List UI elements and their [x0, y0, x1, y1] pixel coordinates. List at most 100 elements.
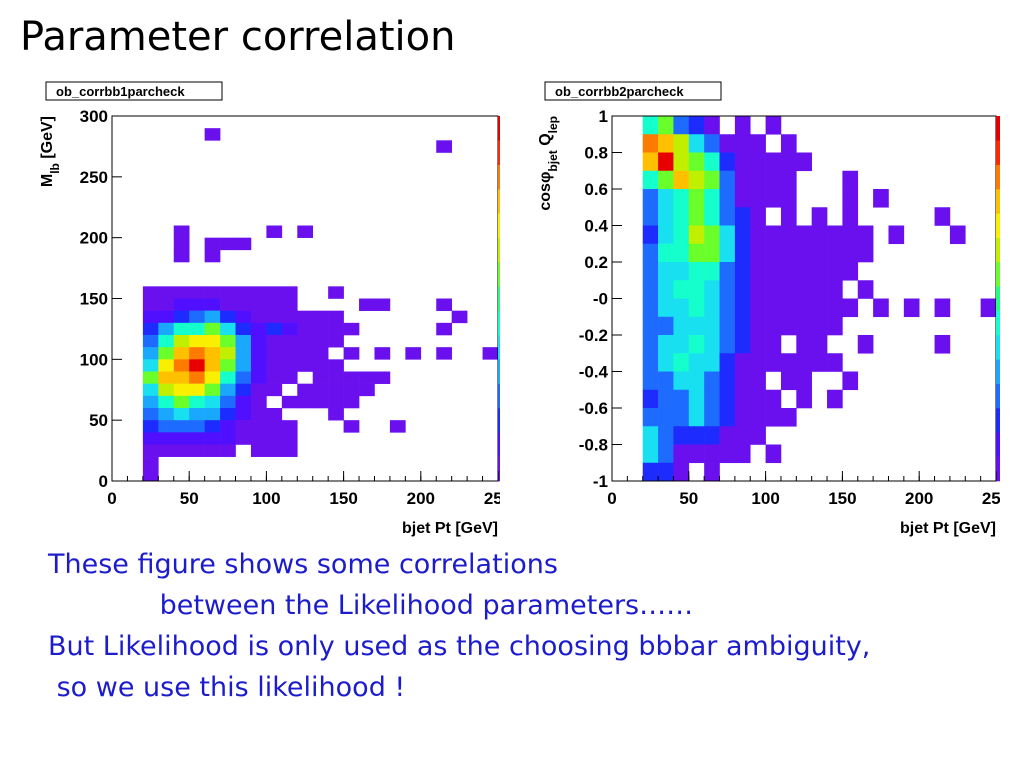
heatmap-cell [704, 316, 720, 336]
heatmap-cell [250, 420, 267, 433]
heatmap-cell [842, 170, 859, 190]
heatmap-cell [780, 353, 797, 372]
heatmap-cell [235, 383, 252, 397]
heatmap-cell [142, 335, 159, 348]
heatmap-cell [328, 371, 344, 384]
heatmap-cell [688, 225, 705, 245]
heatmap-cell [704, 207, 720, 226]
heatmap-cell [734, 408, 751, 427]
plot-name-label: ob_corrbb2parcheck [555, 84, 684, 99]
heatmap-cell [173, 432, 190, 445]
plot-name-box: ob_corrbb1parcheck [45, 81, 223, 101]
heatmap-cell [328, 395, 344, 409]
heatmap-cell [719, 389, 736, 409]
heatmap-cell [173, 249, 190, 263]
heatmap-cell [158, 310, 175, 324]
heatmap-cell [281, 359, 298, 372]
heatmap-cell [436, 322, 452, 336]
heatmap-cell [158, 286, 175, 299]
y-axis-title-part: cosφ [537, 172, 554, 211]
heatmap-cell [281, 395, 298, 409]
heatmap-cell [343, 420, 360, 433]
heatmap-cell [158, 432, 175, 445]
x-tick-label: 50 [679, 489, 698, 508]
heatmap-cell [642, 207, 659, 226]
heatmap-cell [704, 335, 720, 354]
heatmap-cell [658, 152, 674, 172]
heatmap-cell [642, 444, 659, 464]
heatmap-cell [642, 316, 659, 336]
heatmap-cell [281, 432, 298, 445]
heatmap-cell [658, 335, 674, 354]
heatmap-cell [158, 359, 175, 372]
heatmap-cell [297, 383, 314, 397]
heatmap-cell [827, 316, 843, 336]
colorbar-segment [498, 359, 500, 384]
x-tick-label: 150 [828, 489, 856, 508]
y-tick-label: 100 [80, 350, 108, 369]
colorbar-segment [996, 262, 1000, 287]
heatmap-cell [204, 395, 221, 409]
heatmap-cell [673, 243, 690, 263]
heatmap-cell [796, 225, 812, 245]
heatmap-cell [173, 444, 190, 457]
heatmap-cell [266, 335, 283, 348]
x-tick-label: 250 [982, 489, 1000, 508]
colorbar-segment [498, 213, 500, 238]
heatmap-cell [642, 371, 659, 391]
heatmap-cell [142, 371, 159, 384]
y-axis-title-subscript: lb [48, 163, 62, 174]
heatmap-cell [688, 335, 705, 354]
heatmap-cell [734, 298, 751, 318]
colorbar-segment [498, 286, 500, 311]
heatmap-cell [235, 310, 252, 324]
heatmap-cell [642, 426, 659, 445]
heatmap-cell [343, 395, 360, 409]
y-axis-title-subscript: lep [546, 116, 560, 133]
heatmap-cell [389, 420, 406, 433]
heatmap-cell [173, 395, 190, 409]
heatmap-cell [734, 170, 751, 190]
heatmap-cell [204, 347, 221, 360]
heatmap-cell [765, 243, 782, 263]
heatmap-cell [719, 444, 736, 464]
heatmap-cell [750, 170, 766, 190]
colorbar-segment [498, 310, 500, 336]
heatmap-cell [796, 152, 812, 172]
heatmap-cell [374, 347, 391, 360]
heatmap-cell [796, 335, 812, 354]
heatmap-cell [158, 420, 175, 433]
heatmap-cell [297, 359, 314, 372]
plot-name-box: ob_corrbb2parcheck [544, 81, 722, 101]
heatmap-cell [673, 353, 690, 372]
heatmap-cell [780, 189, 797, 208]
y-tick-label: 50 [89, 411, 108, 430]
heatmap-cell [734, 353, 751, 372]
heatmap-cell [204, 444, 221, 457]
heatmap-cells [142, 128, 499, 482]
heatmap-cell [204, 408, 221, 421]
heatmap-cell [173, 383, 190, 397]
heatmap-cell [642, 389, 659, 409]
colorbar-segment [498, 164, 500, 190]
heatmap-cell [220, 444, 236, 457]
heatmap-cell [873, 298, 889, 318]
heatmap-cell [312, 347, 329, 360]
heatmap-cell [704, 462, 720, 482]
heatmap-cell [250, 286, 267, 299]
heatmap-cell [436, 298, 452, 311]
heatmap-cell [173, 298, 190, 311]
heatmap-cell [734, 426, 751, 445]
heatmap-cell [343, 383, 360, 397]
heatmap-cell [204, 335, 221, 348]
heatmap-cell [811, 243, 828, 263]
heatmap-cell [719, 262, 736, 281]
heatmap-cell [796, 371, 812, 391]
colorbar-segment [996, 432, 1000, 457]
heatmap-cell [374, 298, 391, 311]
heatmap-cell [266, 444, 283, 457]
heatmap-cell [704, 444, 720, 464]
heatmap-cell [189, 432, 205, 445]
colorbar-segment [498, 335, 500, 360]
heatmap-cell [328, 310, 344, 324]
